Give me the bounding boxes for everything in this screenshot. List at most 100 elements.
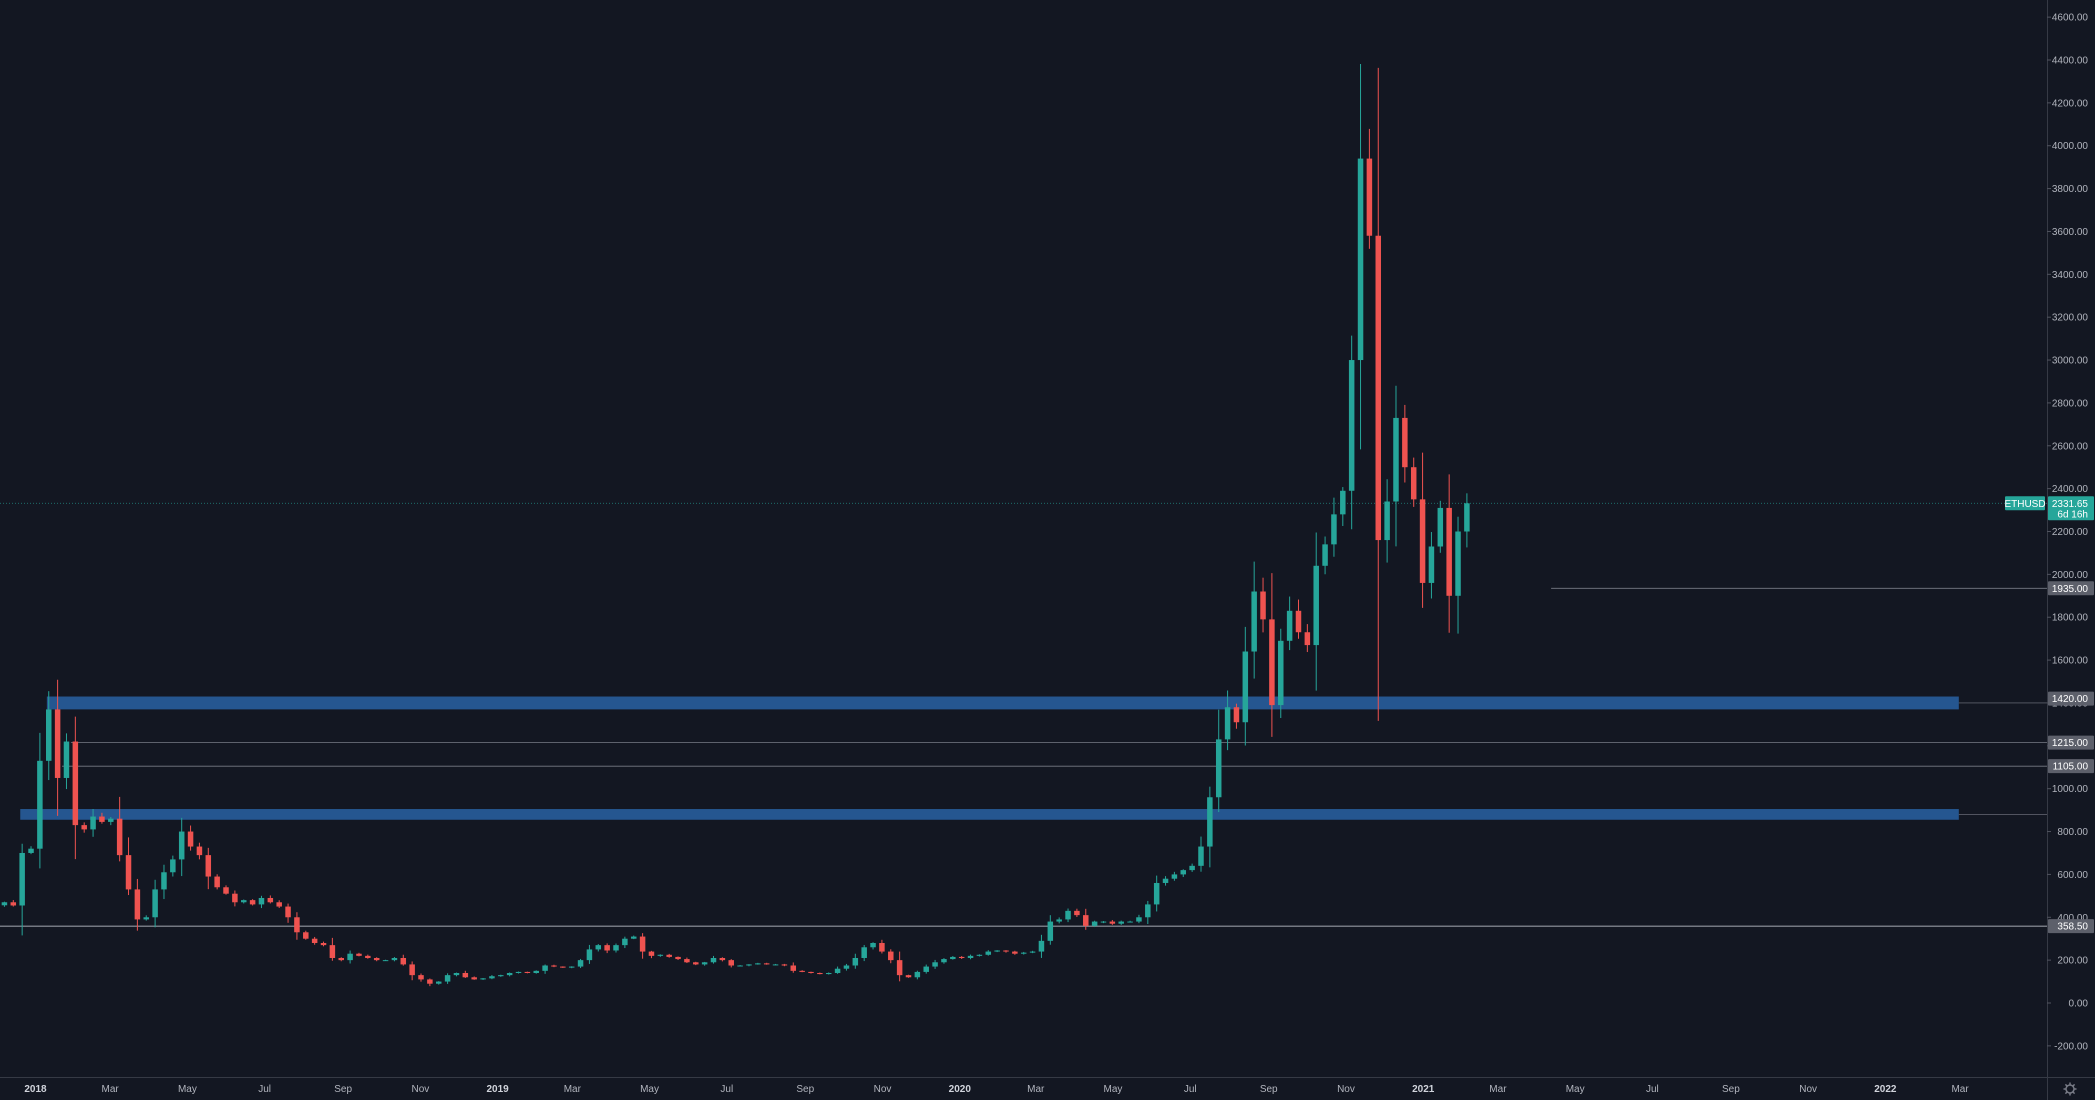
candle-body[interactable] bbox=[267, 897, 274, 903]
candle-body[interactable] bbox=[639, 936, 646, 952]
candle-body[interactable] bbox=[1322, 544, 1328, 566]
candle-body[interactable] bbox=[99, 816, 105, 822]
candle-body[interactable] bbox=[515, 971, 522, 973]
candle-body[interactable] bbox=[125, 855, 132, 890]
candle-body[interactable] bbox=[214, 876, 220, 888]
candle-body[interactable] bbox=[657, 954, 664, 956]
candle-body[interactable] bbox=[178, 831, 185, 860]
candle-body[interactable] bbox=[276, 902, 282, 907]
candle-body[interactable] bbox=[1136, 917, 1142, 922]
candle-body[interactable] bbox=[1118, 921, 1124, 924]
support-resistance-zone[interactable] bbox=[20, 809, 1959, 820]
candle-body[interactable] bbox=[958, 956, 965, 958]
candle-body[interactable] bbox=[613, 945, 619, 951]
candle-body[interactable] bbox=[498, 975, 504, 977]
candle-body[interactable] bbox=[1091, 921, 1098, 926]
candle-body[interactable] bbox=[205, 855, 212, 877]
candle-body[interactable] bbox=[994, 950, 1000, 952]
candle-body[interactable] bbox=[1278, 640, 1284, 706]
candle-body[interactable] bbox=[817, 972, 823, 975]
candle-body[interactable] bbox=[888, 951, 894, 961]
candle-body[interactable] bbox=[1251, 591, 1257, 652]
candle-body[interactable] bbox=[905, 975, 912, 978]
candle-body[interactable] bbox=[533, 970, 539, 973]
candle-body[interactable] bbox=[90, 816, 96, 830]
candle-body[interactable] bbox=[737, 965, 743, 967]
candle-body[interactable] bbox=[240, 900, 247, 903]
candle-body[interactable] bbox=[54, 709, 61, 778]
candle-body[interactable] bbox=[914, 971, 921, 978]
candle-body[interactable] bbox=[1348, 360, 1355, 491]
candle-body[interactable] bbox=[825, 972, 832, 975]
candle-body[interactable] bbox=[932, 962, 938, 967]
candle-body[interactable] bbox=[28, 848, 34, 853]
candle-body[interactable] bbox=[444, 975, 451, 982]
candle-body[interactable] bbox=[604, 945, 610, 951]
gear-icon[interactable] bbox=[2063, 1082, 2077, 1096]
candle-body[interactable] bbox=[382, 960, 389, 962]
candle-body[interactable] bbox=[1162, 878, 1169, 883]
candle-body[interactable] bbox=[108, 818, 114, 822]
candle-body[interactable] bbox=[1331, 514, 1337, 545]
candle-body[interactable] bbox=[258, 897, 265, 905]
candle-body[interactable] bbox=[684, 959, 690, 963]
candle-body[interactable] bbox=[462, 972, 469, 978]
candle-body[interactable] bbox=[373, 957, 380, 961]
candle-body[interactable] bbox=[648, 951, 655, 956]
candle-body[interactable] bbox=[666, 954, 672, 957]
candle-body[interactable] bbox=[506, 972, 513, 976]
candle-body[interactable] bbox=[622, 938, 628, 946]
candle-body[interactable] bbox=[1003, 950, 1009, 952]
candle-body[interactable] bbox=[985, 951, 992, 955]
candle-body[interactable] bbox=[799, 970, 805, 972]
candle-body[interactable] bbox=[1260, 591, 1266, 620]
candle-body[interactable] bbox=[1393, 417, 1399, 502]
candle-body[interactable] bbox=[196, 846, 203, 856]
candle-body[interactable] bbox=[435, 981, 442, 984]
candle-body[interactable] bbox=[400, 957, 407, 965]
candle-body[interactable] bbox=[232, 893, 238, 903]
candle-body[interactable] bbox=[1384, 501, 1390, 541]
candle-body[interactable] bbox=[896, 960, 903, 976]
candle-body[interactable] bbox=[852, 957, 859, 966]
candle-body[interactable] bbox=[37, 760, 43, 849]
candle-body[interactable] bbox=[746, 964, 752, 966]
candle-body[interactable] bbox=[586, 949, 593, 961]
candle-body[interactable] bbox=[161, 872, 167, 890]
candle-body[interactable] bbox=[1402, 417, 1408, 468]
candle-body[interactable] bbox=[63, 741, 70, 778]
candle-body[interactable] bbox=[152, 889, 158, 918]
candle-body[interactable] bbox=[1366, 158, 1373, 236]
candle-body[interactable] bbox=[1189, 865, 1195, 871]
candle-body[interactable] bbox=[719, 957, 726, 961]
candle-body[interactable] bbox=[489, 976, 495, 979]
candle-body[interactable] bbox=[1145, 904, 1151, 918]
candle-body[interactable] bbox=[1286, 610, 1293, 641]
candle-body[interactable] bbox=[391, 957, 398, 961]
support-resistance-zone[interactable] bbox=[46, 696, 1959, 710]
candle-body[interactable] bbox=[294, 917, 300, 933]
candle-body[interactable] bbox=[923, 966, 929, 972]
candle-body[interactable] bbox=[560, 966, 566, 968]
candle-body[interactable] bbox=[338, 957, 344, 961]
candle-body[interactable] bbox=[81, 825, 87, 830]
candle-body[interactable] bbox=[471, 977, 477, 980]
candle-body[interactable] bbox=[187, 831, 194, 847]
candle-body[interactable] bbox=[46, 709, 52, 761]
candle-body[interactable] bbox=[1464, 503, 1470, 532]
candle-body[interactable] bbox=[480, 978, 486, 980]
candle-body[interactable] bbox=[790, 965, 797, 971]
candle-body[interactable] bbox=[418, 975, 424, 980]
candle-body[interactable] bbox=[311, 938, 318, 943]
candle-body[interactable] bbox=[1065, 910, 1071, 920]
candle-body[interactable] bbox=[693, 962, 699, 965]
candle-body[interactable] bbox=[950, 956, 956, 960]
candle-body[interactable] bbox=[1340, 490, 1346, 515]
candle-body[interactable] bbox=[329, 945, 336, 958]
candle-body[interactable] bbox=[1410, 467, 1417, 500]
candle-body[interactable] bbox=[1180, 870, 1187, 875]
candle-body[interactable] bbox=[453, 972, 460, 976]
candle-body[interactable] bbox=[320, 942, 327, 946]
candle-body[interactable] bbox=[356, 953, 362, 956]
